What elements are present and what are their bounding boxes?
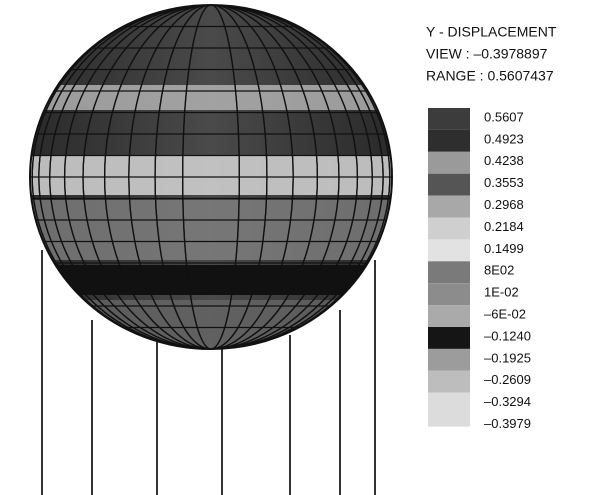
legend-label: –0.3979 (484, 416, 531, 431)
legend-swatch (428, 196, 470, 218)
legend-swatch (428, 152, 470, 174)
result-title: Y - DISPLACEMENT (426, 24, 557, 40)
legend-swatch (428, 349, 470, 371)
legend-label: –0.3294 (484, 394, 531, 409)
legend-label: 0.2968 (484, 197, 524, 212)
legend-label: –0.1925 (484, 350, 531, 365)
range-value: RANGE : 0.5607437 (426, 68, 554, 84)
legend-label: –0.2609 (484, 372, 531, 387)
legend-swatch (428, 327, 470, 349)
legend-label: –0.1240 (484, 328, 531, 343)
legend-swatch (428, 283, 470, 305)
screen: Y - DISPLACEMENT VIEW : –0.3978897 RANGE… (0, 0, 605, 495)
legend-label: 0.2184 (484, 219, 524, 234)
legend-swatch (428, 393, 470, 427)
legend-swatch (428, 305, 470, 327)
legend-swatch (428, 108, 470, 130)
legend-label: 1E-02 (484, 285, 519, 300)
legend-swatch (428, 130, 470, 152)
legend-swatch (428, 174, 470, 196)
legend-label: 0.4923 (484, 131, 524, 146)
legend-label: 0.5607 (484, 109, 524, 124)
legend-label: 0.1499 (484, 241, 524, 256)
legend-swatch (428, 218, 470, 240)
legend-swatch (428, 371, 470, 393)
legend-label: 0.4238 (484, 153, 524, 168)
sphere (30, 5, 392, 350)
legend: 0.5607 0.4923 0.4238 0.3553 0.2968 0.2184 0.14… (428, 108, 531, 431)
legend-label: 8E02 (484, 263, 514, 278)
legend-label: 0.3553 (484, 175, 524, 190)
legend-swatch (428, 239, 470, 261)
legend-swatch (428, 261, 470, 283)
legend-label: –6E-02 (484, 307, 526, 322)
view-value: VIEW : –0.3978897 (426, 46, 548, 62)
